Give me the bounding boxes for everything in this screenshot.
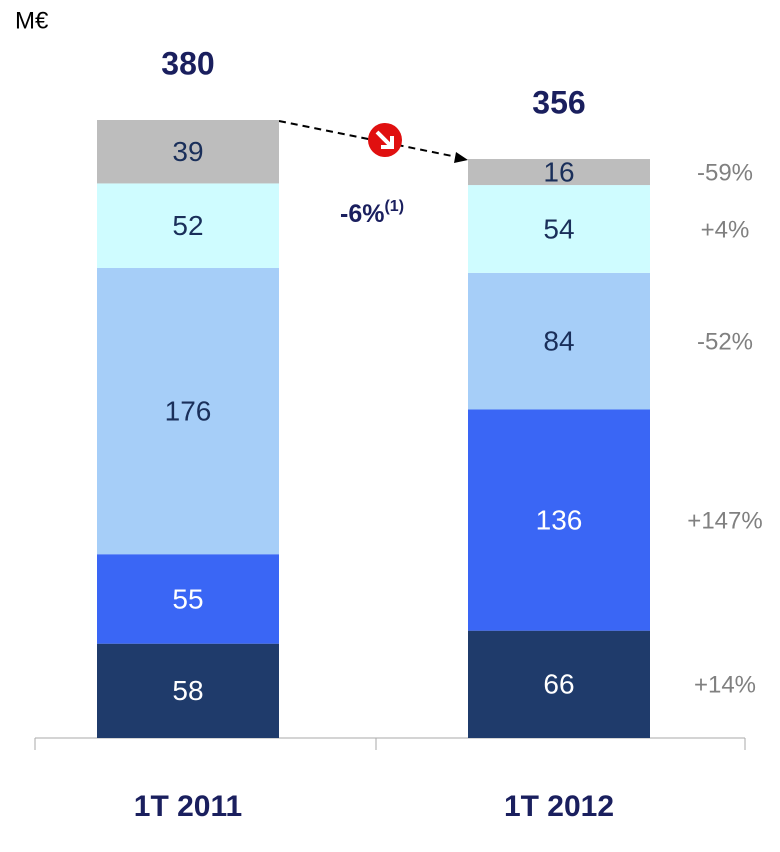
unit-label: M€ (15, 7, 49, 34)
change-label: -52% (697, 329, 753, 356)
value-label: 55 (172, 583, 203, 614)
x-tick-label: 1T 2011 (134, 790, 242, 823)
bar-segment (97, 267, 279, 555)
value-label: 39 (172, 136, 203, 167)
change-label: +4% (701, 216, 750, 243)
bar-segment (468, 185, 650, 273)
x-tick-label: 1T 2012 (504, 790, 614, 823)
value-label: 54 (543, 213, 574, 244)
bar-segment (468, 409, 650, 631)
total-label: 356 (532, 84, 585, 120)
value-label: 16 (543, 156, 574, 187)
value-label: 136 (536, 504, 583, 535)
bar-segment (468, 630, 650, 738)
bar-segment (97, 554, 279, 644)
bar-segment (97, 120, 279, 184)
annotation-note: (1) (384, 198, 404, 215)
value-label: 176 (165, 396, 212, 427)
value-label: 84 (543, 326, 574, 357)
value-label: 66 (543, 669, 574, 700)
bar-segment (97, 643, 279, 738)
value-label: 52 (172, 210, 203, 241)
value-label: 58 (172, 675, 203, 706)
annotation-value: -6% (340, 200, 384, 228)
change-label: +14% (694, 672, 756, 699)
change-label: +147% (687, 507, 762, 534)
decrease-icon-arrow (375, 130, 394, 149)
bar-segment (468, 272, 650, 410)
arrow-head (454, 152, 468, 163)
change-label: -59% (697, 159, 753, 186)
total-label: 380 (161, 45, 214, 81)
bar-segment (468, 159, 650, 186)
annotation: -6%(1) (340, 198, 404, 227)
bar-segment (97, 183, 279, 268)
